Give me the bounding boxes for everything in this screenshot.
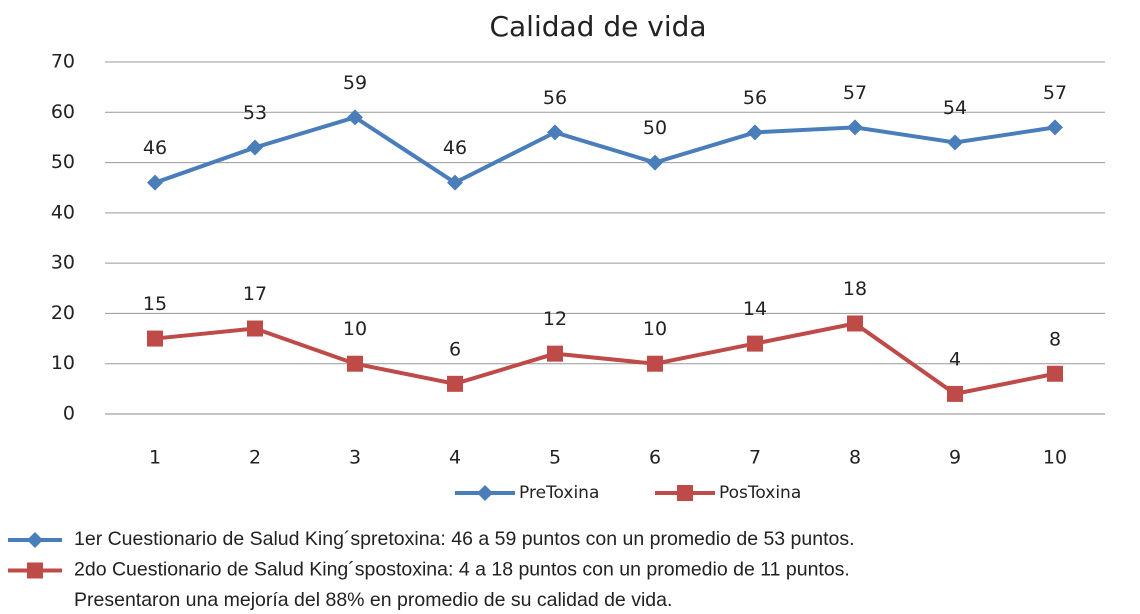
legend-marker [477,485,493,501]
data-point [847,119,863,136]
x-tick-label: 7 [749,447,761,469]
y-tick-label: 30 [51,252,75,274]
data-label: 4 [949,348,961,370]
data-point [1047,365,1063,382]
data-point [747,124,763,141]
y-tick-label: 20 [51,302,75,324]
y-tick-label: 10 [51,352,75,374]
data-label: 10 [643,318,667,340]
legend-label: PosToxina [719,483,801,503]
x-tick-label: 9 [949,447,961,469]
x-tick-label: 1 [149,447,161,469]
data-point [647,154,663,171]
data-point [947,385,963,402]
y-tick-label: 60 [51,101,75,123]
data-label: 12 [543,308,567,330]
series-line [154,115,1056,185]
legend-label: PreToxina [519,483,599,503]
data-point [747,335,763,352]
data-point [1047,119,1063,136]
data-label: 46 [143,137,167,159]
data-label: 53 [243,102,267,124]
data-label: 17 [243,283,267,305]
data-label: 59 [343,72,367,94]
y-tick-label: 70 [51,51,75,73]
data-point [247,139,263,156]
x-tick-label: 5 [549,447,561,469]
data-label: 50 [643,117,667,139]
series-line [154,321,1056,397]
annotation: 1er Cuestionario de Salud King´spretoxin… [74,528,855,550]
data-label: 14 [743,298,767,320]
data-label: 56 [543,87,567,109]
x-tick-label: 10 [1043,447,1067,469]
chart-title: Calidad de vida [489,10,706,43]
x-tick-label: 4 [449,447,461,469]
note-marker [27,532,43,548]
legend-marker [677,485,693,501]
note-marker [27,562,43,579]
annotation: Presentaron una mejoría del 88% en prome… [74,589,672,611]
data-point [147,330,163,347]
y-tick-label: 0 [63,403,75,425]
x-tick-label: 3 [349,447,361,469]
x-tick-label: 2 [249,447,261,469]
data-point [947,134,963,151]
data-label: 57 [843,82,867,104]
data-label: 18 [843,278,867,300]
data-point [447,174,463,191]
data-point [647,355,663,372]
x-tick-label: 6 [649,447,661,469]
data-point [547,345,563,362]
data-label: 10 [343,318,367,340]
data-label: 6 [449,338,461,360]
data-point [147,174,163,191]
data-label: 8 [1049,328,1061,350]
data-point [447,375,463,392]
data-label: 57 [1043,82,1067,104]
data-label: 56 [743,87,767,109]
data-label: 54 [943,97,967,119]
y-tick-label: 50 [51,151,75,173]
x-tick-label: 8 [849,447,861,469]
data-label: 46 [443,137,467,159]
y-tick-label: 40 [51,201,75,223]
data-point [347,109,363,126]
annotation: 2do Cuestionario de Salud King´spostoxin… [74,559,850,581]
data-point [347,355,363,372]
data-point [547,124,563,141]
data-point [847,315,863,332]
data-label: 15 [143,293,167,315]
data-point [247,320,263,337]
